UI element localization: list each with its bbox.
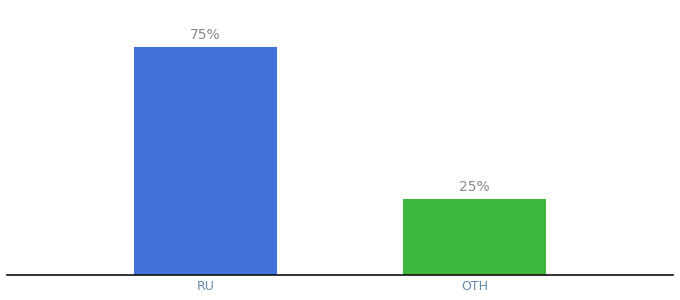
Bar xyxy=(134,46,277,275)
Text: 25%: 25% xyxy=(460,180,490,194)
Text: 75%: 75% xyxy=(190,28,220,42)
Bar xyxy=(403,199,546,275)
